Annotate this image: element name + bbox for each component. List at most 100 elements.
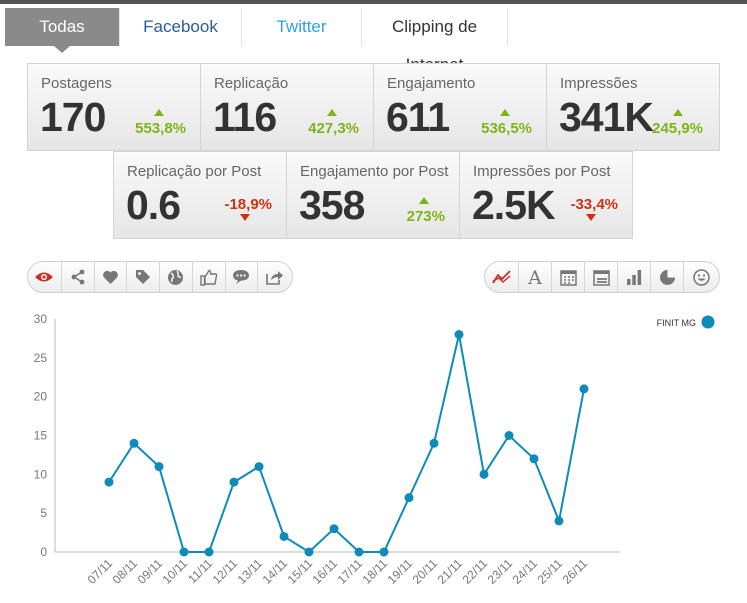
- stat-value: 341K: [559, 94, 654, 140]
- x-tick-label: 10/11: [160, 556, 191, 587]
- stat-value: 170: [40, 94, 106, 140]
- x-tick-label: 19/11: [385, 556, 416, 587]
- x-tick-label: 21/11: [435, 556, 466, 587]
- data-point[interactable]: [304, 547, 314, 557]
- data-point[interactable]: [229, 477, 239, 487]
- stat-label: Replicação por Post: [127, 163, 262, 180]
- legend-marker: [701, 315, 715, 329]
- stat-postagens: Postagens 170 553,8%: [27, 63, 201, 151]
- stat-value: 116: [213, 94, 277, 140]
- tab-todas[interactable]: Todas: [5, 8, 120, 46]
- x-tick-label: 25/11: [535, 556, 566, 587]
- globe-icon[interactable]: [160, 262, 193, 292]
- stat-value: 358: [299, 182, 365, 228]
- data-point[interactable]: [179, 547, 189, 557]
- heart-icon[interactable]: [95, 262, 128, 292]
- stat-engajamento-por-post: Engajamento por Post 358 273%: [286, 151, 460, 239]
- stat-label: Impressões por Post: [473, 163, 611, 180]
- tab-twitter[interactable]: Twitter: [242, 8, 362, 46]
- stat-label: Engajamento por Post: [300, 163, 449, 180]
- y-tick-label: 20: [34, 390, 48, 404]
- data-point[interactable]: [154, 462, 164, 472]
- metric-toolbar: [27, 261, 293, 293]
- trend-up-icon: [154, 109, 164, 116]
- x-tick-label: 24/11: [510, 556, 541, 587]
- trend-up-icon: [673, 109, 683, 116]
- calendar-icon[interactable]: [552, 262, 585, 292]
- trend-down-icon: [586, 214, 596, 221]
- x-tick-label: 26/11: [560, 556, 591, 587]
- x-tick-label: 13/11: [235, 556, 266, 587]
- tab-clipping-de-internet[interactable]: Clipping de Internet: [362, 8, 508, 74]
- trend-down-icon: [240, 214, 250, 221]
- stat-value: 611: [386, 94, 450, 140]
- calendar-week-icon[interactable]: [585, 262, 618, 292]
- data-point[interactable]: [454, 330, 464, 340]
- tag-icon[interactable]: [127, 262, 160, 292]
- posts-line-chart: 0 5 10 15 20 25 30 07/1108/1109/1110/1111/1112…: [34, 312, 715, 587]
- y-tick-label: 25: [34, 351, 48, 365]
- stat-value: 0.6: [126, 182, 181, 228]
- stat-change: 553,8%: [135, 120, 186, 137]
- x-tick-label: 18/11: [360, 556, 391, 587]
- stat-label: Engajamento: [387, 75, 476, 92]
- stat-replicacao: Replicação 116 427,3%: [200, 63, 374, 151]
- stat-change: 273%: [406, 208, 445, 225]
- stat-impressoes-por-post: Impressões por Post 2.5K -33,4%: [459, 151, 633, 239]
- y-tick-label: 0: [40, 545, 47, 559]
- x-tick-label: 11/11: [185, 556, 215, 586]
- data-point[interactable]: [554, 516, 564, 526]
- legend: FINIT MG: [657, 315, 715, 329]
- stat-change: 427,3%: [308, 120, 359, 137]
- data-point[interactable]: [529, 454, 539, 464]
- line-chart-icon[interactable]: [485, 262, 519, 292]
- stat-change: 245,9%: [652, 120, 703, 137]
- data-point[interactable]: [504, 431, 514, 440]
- smiley-icon[interactable]: [684, 262, 718, 292]
- y-tick-label: 5: [40, 506, 47, 520]
- chart-view-toolbar: A: [484, 261, 720, 293]
- data-point[interactable]: [204, 547, 214, 557]
- text-icon[interactable]: A: [519, 262, 552, 292]
- tab-facebook[interactable]: Facebook: [120, 8, 242, 46]
- trend-up-icon: [327, 109, 337, 116]
- data-point[interactable]: [129, 438, 139, 448]
- stat-impressoes: Impressões 341K 245,9%: [546, 63, 720, 151]
- source-tab-bar: Todas Facebook Twitter Clipping de Inter…: [0, 0, 747, 74]
- speech-bubble-icon[interactable]: [226, 262, 259, 292]
- pie-chart-icon[interactable]: [651, 262, 684, 292]
- y-tick-label: 10: [34, 467, 48, 481]
- data-point[interactable]: [429, 438, 439, 448]
- stat-change: 536,5%: [481, 120, 532, 137]
- x-tick-label: 17/11: [335, 556, 366, 587]
- thumbs-up-icon[interactable]: [193, 262, 226, 292]
- x-tick-label: 08/11: [110, 556, 141, 587]
- stat-label: Replicação: [214, 75, 289, 92]
- stat-change: -18,9%: [224, 196, 272, 213]
- data-point[interactable]: [104, 477, 114, 487]
- data-point[interactable]: [379, 547, 389, 557]
- stat-replicacao-por-post: Replicação por Post 0.6 -18,9%: [113, 151, 287, 239]
- x-tick-label: 14/11: [260, 556, 291, 587]
- share-icon[interactable]: [62, 262, 95, 292]
- data-point[interactable]: [404, 493, 414, 503]
- data-point[interactable]: [579, 384, 589, 394]
- data-point[interactable]: [254, 462, 264, 472]
- eye-icon[interactable]: [28, 262, 62, 292]
- data-point[interactable]: [354, 547, 364, 557]
- data-point[interactable]: [479, 469, 489, 479]
- series-line: [108, 334, 585, 554]
- x-tick-label: 16/11: [310, 556, 341, 587]
- x-tick-label: 09/11: [135, 556, 166, 587]
- trend-up-icon: [500, 109, 510, 116]
- x-tick-label: 15/11: [285, 556, 316, 587]
- export-icon[interactable]: [258, 262, 292, 292]
- stat-label: Postagens: [41, 75, 112, 92]
- svg-text:A: A: [527, 268, 542, 286]
- data-point[interactable]: [329, 524, 339, 534]
- legend-label: FINIT MG: [657, 318, 696, 328]
- data-point[interactable]: [279, 531, 289, 541]
- x-tick-label: 07/11: [85, 556, 116, 587]
- stat-engajamento: Engajamento 611 536,5%: [373, 63, 547, 151]
- bar-chart-icon[interactable]: [618, 262, 651, 292]
